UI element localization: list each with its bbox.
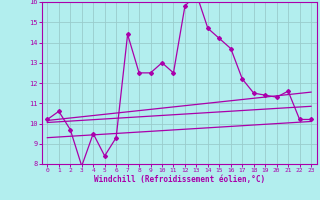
X-axis label: Windchill (Refroidissement éolien,°C): Windchill (Refroidissement éolien,°C) <box>94 175 265 184</box>
